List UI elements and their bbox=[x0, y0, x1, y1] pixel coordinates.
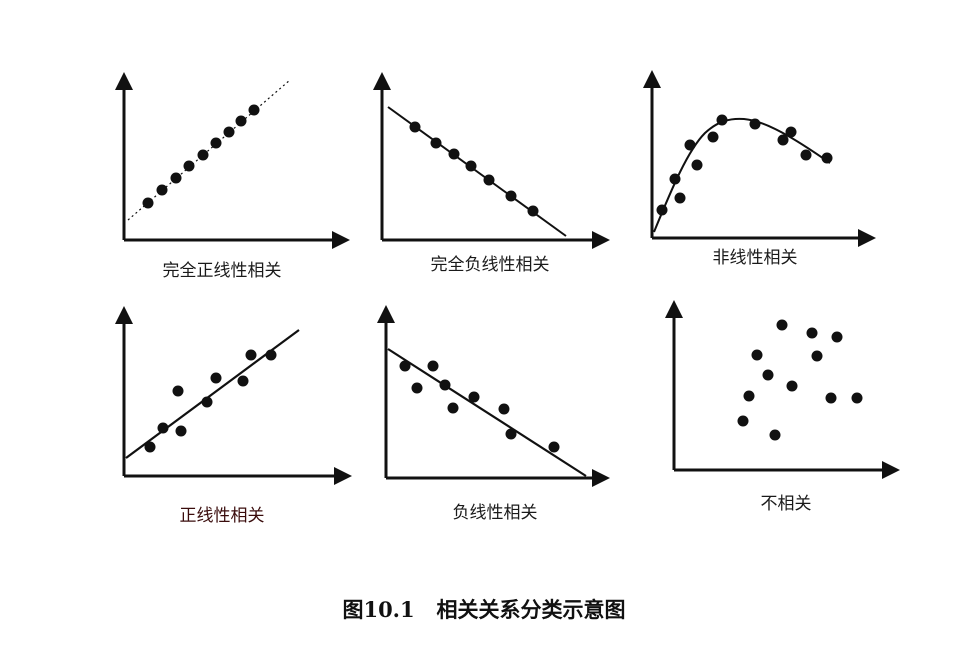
panel-positive-point-4 bbox=[175, 425, 187, 437]
panel-perfect-negative-point-3 bbox=[448, 148, 460, 160]
panel-perfect-positive-point-4 bbox=[183, 160, 195, 172]
panel-positive-point-6 bbox=[210, 372, 222, 384]
panel-label-perfect-negative: 完全负线性相关 bbox=[430, 255, 550, 275]
panel-positive-point-3 bbox=[172, 385, 184, 397]
panel-positive-point-8 bbox=[245, 349, 257, 361]
panel-uncorrelated-point-5 bbox=[811, 350, 823, 362]
panel-nonlinear-point-1 bbox=[656, 204, 668, 216]
panel-nonlinear-point-9 bbox=[777, 134, 789, 146]
panel-uncorrelated-point-6 bbox=[762, 369, 774, 381]
panel-uncorrelated-point-1 bbox=[776, 319, 788, 331]
panel-uncorrelated-x-axis-arrow bbox=[882, 461, 900, 479]
panel-negative-point-9 bbox=[548, 441, 560, 453]
panel-positive-x-axis-arrow bbox=[334, 467, 352, 485]
panel-negative-point-4 bbox=[439, 379, 451, 391]
panel-positive-point-1 bbox=[144, 441, 156, 453]
panel-uncorrelated-point-2 bbox=[806, 327, 818, 339]
panel-perfect-positive-point-7 bbox=[223, 126, 235, 138]
panel-perfect-positive-point-3 bbox=[170, 172, 182, 184]
panel-negative-point-2 bbox=[411, 382, 423, 394]
panel-label-positive: 正线性相关 bbox=[179, 506, 265, 526]
panel-positive-trend-line bbox=[125, 329, 300, 459]
panel-uncorrelated-point-10 bbox=[851, 392, 863, 404]
panel-perfect-negative-point-6 bbox=[505, 190, 517, 202]
panel-perfect-positive-point-6 bbox=[210, 137, 222, 149]
panel-negative-point-3 bbox=[427, 360, 439, 372]
panel-positive-point-2 bbox=[157, 422, 169, 434]
panel-nonlinear-point-3 bbox=[669, 173, 681, 185]
panel-uncorrelated-point-3 bbox=[831, 331, 843, 343]
panel-perfect-negative-x-axis-arrow bbox=[592, 231, 610, 249]
panel-perfect-positive-point-8 bbox=[235, 115, 247, 127]
panel-nonlinear-x-axis-arrow bbox=[858, 229, 876, 247]
panel-nonlinear-y-axis-arrow bbox=[643, 70, 661, 88]
panel-perfect-negative-point-2 bbox=[430, 137, 442, 149]
panel-positive-point-5 bbox=[201, 396, 213, 408]
panel-negative-point-7 bbox=[498, 403, 510, 415]
panel-nonlinear-point-8 bbox=[749, 118, 761, 130]
panel-uncorrelated-point-7 bbox=[786, 380, 798, 392]
panel-perfect-positive-y-axis-arrow bbox=[115, 72, 133, 90]
panel-uncorrelated-point-9 bbox=[825, 392, 837, 404]
panel-perfect-negative-point-7 bbox=[527, 205, 539, 217]
panel-nonlinear-point-10 bbox=[785, 126, 797, 138]
panel-perfect-negative-point-1 bbox=[409, 121, 421, 133]
panel-perfect-positive-point-5 bbox=[197, 149, 209, 161]
panel-label-nonlinear: 非线性相关 bbox=[712, 248, 798, 268]
panel-uncorrelated-point-12 bbox=[769, 429, 781, 441]
panel-negative-point-1 bbox=[399, 360, 411, 372]
panel-nonlinear-point-11 bbox=[800, 149, 812, 161]
panel-perfect-positive-trend-line bbox=[127, 79, 291, 221]
panel-perfect-positive-point-2 bbox=[156, 184, 168, 196]
panel-negative-point-8 bbox=[505, 428, 517, 440]
panel-perfect-negative-point-4 bbox=[465, 160, 477, 172]
panel-positive-point-7 bbox=[237, 375, 249, 387]
panel-uncorrelated-point-11 bbox=[737, 415, 749, 427]
panel-perfect-negative-point-5 bbox=[483, 174, 495, 186]
panel-nonlinear-point-6 bbox=[707, 131, 719, 143]
panel-label-perfect-positive: 完全正线性相关 bbox=[162, 261, 282, 281]
panel-label-negative: 负线性相关 bbox=[452, 503, 538, 523]
panel-negative-x-axis-arrow bbox=[592, 469, 610, 487]
panel-nonlinear-point-5 bbox=[691, 159, 703, 171]
panel-positive-y-axis-arrow bbox=[115, 306, 133, 324]
panel-negative-point-5 bbox=[447, 402, 459, 414]
panel-negative-point-6 bbox=[468, 391, 480, 403]
panel-nonlinear-trend-curve bbox=[653, 117, 831, 233]
panel-negative-y-axis-arrow bbox=[377, 305, 395, 323]
panel-uncorrelated-y-axis-arrow bbox=[665, 300, 683, 318]
panel-perfect-positive-point-1 bbox=[142, 197, 154, 209]
panel-uncorrelated-point-8 bbox=[743, 390, 755, 402]
panel-perfect-positive-point-9 bbox=[248, 104, 260, 116]
panel-nonlinear-point-4 bbox=[684, 139, 696, 151]
panel-nonlinear-point-2 bbox=[674, 192, 686, 204]
figure-caption: 图10.1 相关关系分类示意图 bbox=[342, 597, 626, 622]
panel-label-uncorrelated: 不相关 bbox=[760, 494, 812, 514]
panel-nonlinear-point-12 bbox=[821, 152, 833, 164]
panel-negative-trend-line bbox=[387, 348, 587, 477]
panel-uncorrelated-point-4 bbox=[751, 349, 763, 361]
panel-perfect-negative-y-axis-arrow bbox=[373, 72, 391, 90]
panel-positive-point-9 bbox=[265, 349, 277, 361]
panel-nonlinear-point-7 bbox=[716, 114, 728, 126]
panel-perfect-positive-x-axis-arrow bbox=[332, 231, 350, 249]
